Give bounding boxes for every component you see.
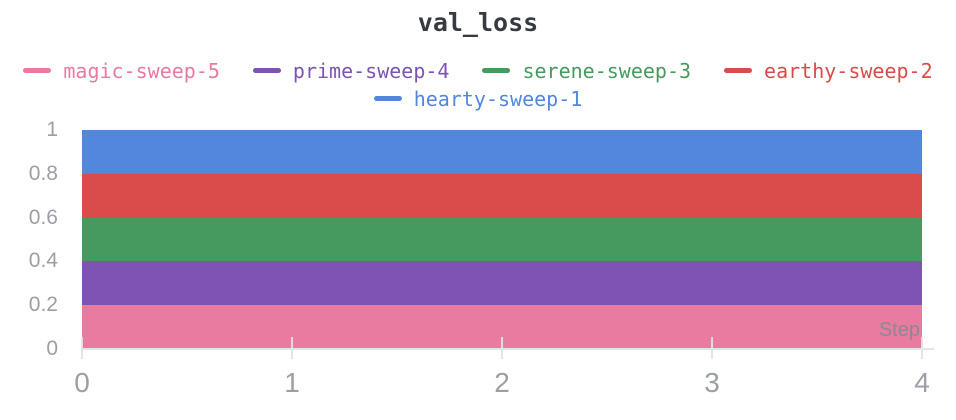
y-tick-label-0.2: 0.2: [28, 293, 58, 317]
legend: magic-sweep-5 prime-sweep-4 serene-sweep-3…: [0, 57, 956, 112]
legend-item-serene-sweep-3[interactable]: serene-sweep-3: [482, 58, 691, 84]
legend-item-label: hearty-sweep-1: [413, 86, 583, 111]
x-axis-line: [82, 348, 934, 350]
x-tick-label-4: 4: [914, 367, 930, 398]
legend-item-earthy-sweep-2[interactable]: earthy-sweep-2: [724, 58, 933, 84]
legend-item-label: magic-sweep-5: [63, 58, 220, 83]
chart-title: val_loss: [417, 8, 539, 37]
legend-line-icon: [252, 68, 281, 73]
legend-line-icon: [23, 68, 52, 73]
y-tick-label-0.4: 0.4: [28, 249, 58, 273]
x-axis-title: Step: [878, 319, 920, 341]
y-tick-label-1: 1: [46, 118, 58, 141]
plot-area[interactable]: [82, 130, 922, 349]
y-tick-label-0: 0: [46, 337, 58, 360]
legend-line-icon: [724, 68, 753, 73]
legend-line-icon: [373, 96, 402, 101]
legend-item-prime-sweep-4[interactable]: prime-sweep-4: [252, 58, 450, 84]
legend-item-label: earthy-sweep-2: [764, 58, 933, 83]
series-band-prime-sweep-4: [82, 261, 922, 306]
x-tick-label-0: 0: [74, 367, 90, 398]
legend-item-hearty-sweep-1[interactable]: hearty-sweep-1: [373, 86, 583, 112]
x-tick-label-2: 2: [494, 367, 510, 398]
series-band-hearty-sweep-1: [82, 130, 922, 174]
series-band-earthy-sweep-2: [82, 173, 922, 218]
y-tick-label-0.6: 0.6: [28, 205, 58, 229]
legend-line-icon: [482, 68, 511, 73]
x-tick-label-3: 3: [704, 367, 720, 398]
y-tick-label-0.8: 0.8: [28, 161, 58, 185]
legend-item-label: prime-sweep-4: [292, 58, 450, 83]
legend-row: hearty-sweep-1: [373, 85, 583, 112]
legend-item-magic-sweep-5[interactable]: magic-sweep-5: [23, 58, 220, 84]
legend-row: magic-sweep-5 prime-sweep-4 serene-sweep-3…: [23, 57, 933, 84]
legend-item-label: serene-sweep-3: [522, 58, 692, 83]
series-band-serene-sweep-3: [82, 217, 922, 262]
x-tick-label-1: 1: [284, 367, 300, 398]
